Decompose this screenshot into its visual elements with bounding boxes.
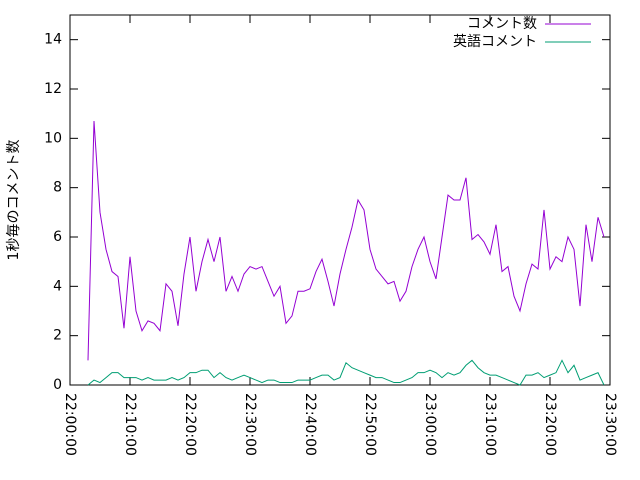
x-tick-label: 22:40:00	[302, 393, 318, 456]
x-tick-label: 22:00:00	[62, 393, 78, 456]
y-tick-label: 0	[53, 377, 62, 393]
y-tick-label: 6	[53, 229, 62, 245]
series-line	[87, 121, 605, 361]
y-tick-label: 8	[53, 180, 62, 196]
y-axis-label: 1秒毎のコメント数	[6, 140, 22, 261]
y-tick-label: 12	[44, 81, 62, 97]
series-line	[87, 359, 605, 386]
y-tick-label: 4	[53, 278, 62, 294]
x-tick-label: 22:20:00	[182, 393, 198, 456]
x-tick-label: 23:30:00	[602, 393, 618, 456]
y-tick-label: 2	[53, 328, 62, 344]
x-tick-label: 23:10:00	[482, 393, 498, 456]
legend-label: コメント数	[467, 16, 537, 32]
y-tick-label: 14	[44, 32, 62, 48]
legend-label: 英語コメント	[453, 33, 537, 50]
plot-border	[69, 14, 611, 386]
y-tick-label: 10	[44, 130, 62, 146]
x-tick-label: 22:50:00	[362, 393, 378, 456]
x-tick-label: 23:20:00	[542, 393, 558, 456]
x-tick-label: 22:10:00	[122, 393, 138, 456]
x-tick-label: 23:00:00	[422, 393, 438, 456]
x-tick-label: 22:30:00	[242, 393, 258, 456]
